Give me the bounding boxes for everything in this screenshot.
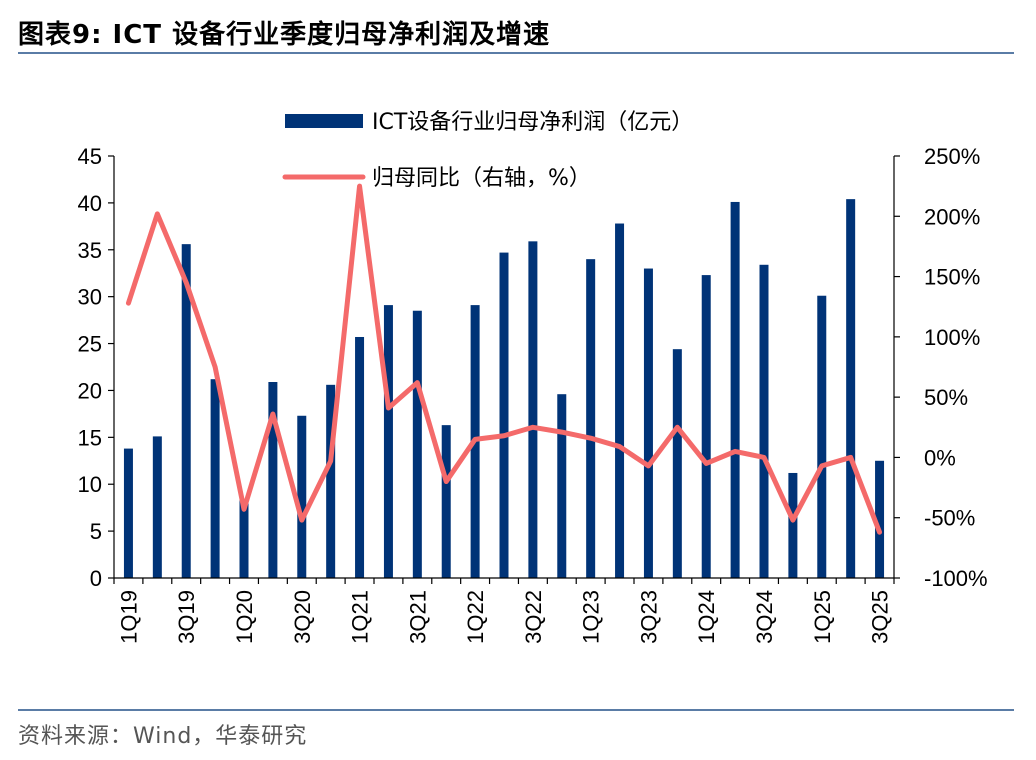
left-tick-label: 40 xyxy=(78,191,102,216)
x-tick-label-3Q22: 3Q22 xyxy=(521,590,546,644)
x-tick-label-3Q23: 3Q23 xyxy=(636,590,661,644)
right-tick-label: -100% xyxy=(924,566,988,591)
footer-divider xyxy=(18,709,1014,711)
bar-4Q20 xyxy=(326,384,336,578)
x-tick-label-3Q25: 3Q25 xyxy=(868,590,893,644)
bar-1Q20 xyxy=(239,500,249,578)
left-tick-label: 10 xyxy=(78,472,102,497)
line-series xyxy=(125,183,883,535)
left-tick-label: 0 xyxy=(90,566,102,591)
combo-chart: 0 5 10 15 20 25 30 35 40 45 -100% -50% 0% 50% 100% 150%… xyxy=(78,110,988,644)
bar-2Q19 xyxy=(152,436,162,578)
bar-3Q19 xyxy=(181,244,191,578)
x-tick-label-1Q23: 1Q23 xyxy=(579,590,604,644)
left-tick-label: 5 xyxy=(90,519,102,544)
right-tick-label: -50% xyxy=(924,506,975,531)
x-tick-label-1Q21: 1Q21 xyxy=(348,590,373,644)
left-tick-label: 25 xyxy=(78,332,102,357)
bar-4Q19 xyxy=(210,379,220,578)
bar-4Q23 xyxy=(672,349,682,578)
x-tick-label-1Q25: 1Q25 xyxy=(810,590,835,644)
left-tick-label: 45 xyxy=(78,144,102,169)
left-tick-label: 15 xyxy=(78,425,102,450)
bar-1Q24 xyxy=(701,275,711,578)
bar-1Q21 xyxy=(355,336,365,578)
left-tick-label: 35 xyxy=(78,238,102,263)
bar-4Q22 xyxy=(557,394,567,578)
legend-label-bars: ICT设备行业归母净利润（亿元） xyxy=(372,110,693,135)
right-tick-label: 100% xyxy=(924,325,980,350)
legend-bar-swatch xyxy=(285,114,363,128)
x-tick-label-3Q19: 3Q19 xyxy=(174,590,199,644)
bar-3Q24 xyxy=(759,264,769,578)
right-tick-label: 0% xyxy=(924,445,956,470)
x-tick-label-3Q20: 3Q20 xyxy=(290,590,315,644)
x-tick-label-3Q24: 3Q24 xyxy=(752,590,777,644)
bar-1Q25 xyxy=(817,295,827,578)
right-tick-label: 150% xyxy=(924,265,980,290)
right-tick-label: 50% xyxy=(924,385,968,410)
left-tick-label: 30 xyxy=(78,285,102,310)
bar-2Q23 xyxy=(615,223,625,578)
bar-3Q21 xyxy=(412,310,422,578)
right-tick-label: 250% xyxy=(924,144,980,169)
bar-1Q19 xyxy=(123,448,133,578)
bar-2Q25 xyxy=(846,199,856,579)
bar-3Q22 xyxy=(528,241,538,579)
legend-label-line: 归母同比（右轴，%） xyxy=(372,166,591,191)
bar-3Q25 xyxy=(875,460,885,578)
legend: ICT设备行业归母净利润（亿元） 归母同比（右轴，%） xyxy=(282,110,693,191)
bar-2Q21 xyxy=(383,305,393,578)
title-divider xyxy=(18,52,1014,54)
bar-3Q23 xyxy=(643,268,653,578)
bar-3Q20 xyxy=(297,415,307,578)
x-tick-label-3Q21: 3Q21 xyxy=(405,590,430,644)
right-tick-label: 200% xyxy=(924,204,980,229)
bar-1Q23 xyxy=(586,259,596,578)
x-tick-label-1Q20: 1Q20 xyxy=(232,590,257,644)
bar-2Q22 xyxy=(499,252,509,578)
bar-4Q21 xyxy=(441,425,451,578)
x-tick-label-1Q19: 1Q19 xyxy=(116,590,141,644)
x-tick-label-1Q24: 1Q24 xyxy=(694,590,719,644)
bar-series xyxy=(123,199,885,579)
bar-4Q24 xyxy=(788,472,798,578)
x-tick-label-1Q22: 1Q22 xyxy=(463,590,488,644)
figure-title: 图表9: ICT 设备行业季度归母净利润及增速 xyxy=(18,20,551,50)
axes: 0 5 10 15 20 25 30 35 40 45 -100% -50% 0% 50% 100% 150%… xyxy=(78,144,988,644)
left-tick-label: 20 xyxy=(78,378,102,403)
bar-2Q20 xyxy=(268,382,278,578)
bar-2Q24 xyxy=(730,201,740,578)
source-note: 资料来源：Wind，华泰研究 xyxy=(18,724,308,749)
